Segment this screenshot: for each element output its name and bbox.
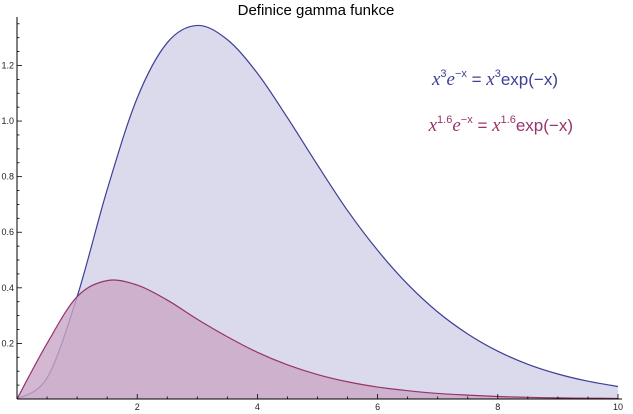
- y-tick-label: 0.4: [1, 283, 14, 293]
- axes: 2 4 6 8 10 0.2 0.4 0.6 0.8 1.0 1.2: [1, 17, 623, 412]
- x-tick-label: 6: [375, 402, 380, 412]
- x-tick-label: 2: [135, 402, 140, 412]
- x-tick-label: 8: [495, 402, 500, 412]
- y-tick-label: 0.6: [1, 227, 14, 237]
- x-tick-label: 4: [255, 402, 260, 412]
- y-tick-label: 1.2: [1, 60, 14, 70]
- y-tick-label: 0.2: [1, 338, 14, 348]
- x-tick-label: 10: [613, 402, 623, 412]
- series-2-area: [17, 279, 618, 399]
- legend-entry-2: x1.6e−x = x1.6exp(−x): [428, 114, 573, 136]
- y-tick-label: 0.8: [1, 172, 14, 182]
- series-1-line: [16, 24, 619, 400]
- legend-entry-1: x3e−x = x3exp(−x): [431, 68, 558, 90]
- legend: x3e−x = x3exp(−x) x1.6e−x = x1.6exp(−x): [428, 68, 573, 136]
- plot-areas: [16, 24, 619, 400]
- series-2-line: [16, 279, 619, 400]
- chart-title: Definice gamma funkce: [238, 2, 395, 19]
- y-tick-label: 1.0: [1, 116, 14, 126]
